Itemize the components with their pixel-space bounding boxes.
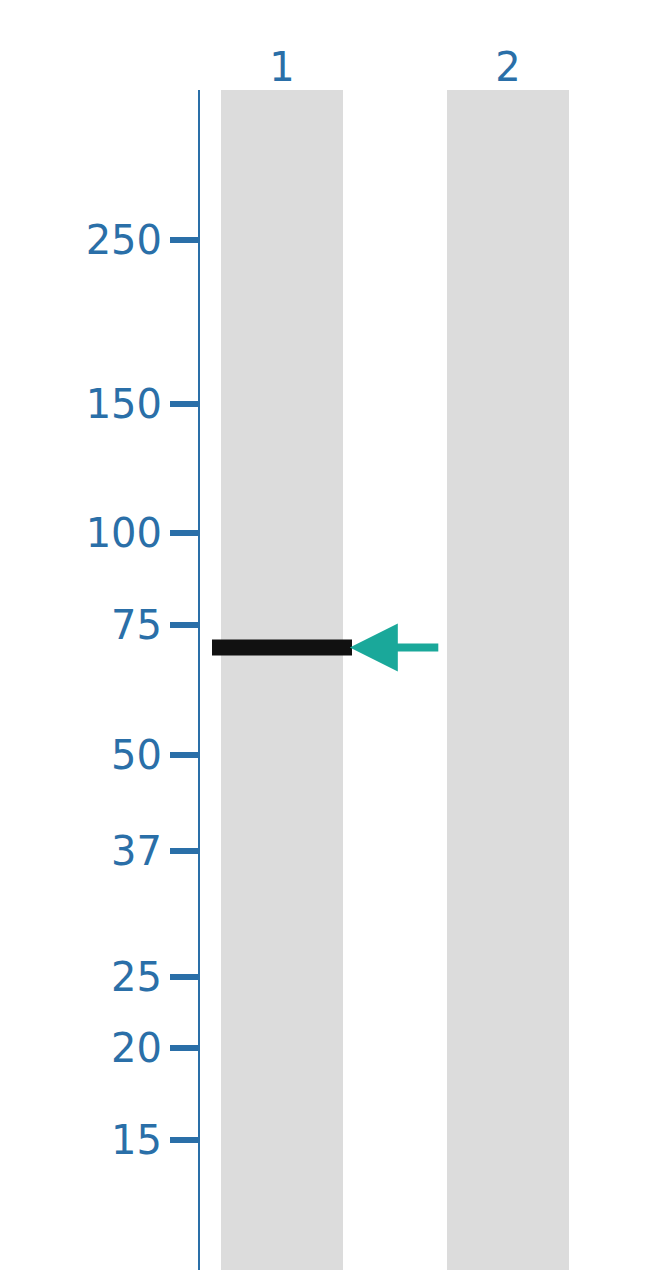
svg-text:250: 250 bbox=[86, 217, 162, 263]
svg-text:37: 37 bbox=[111, 828, 162, 874]
svg-text:25: 25 bbox=[111, 954, 162, 1000]
svg-text:15: 15 bbox=[111, 1117, 162, 1163]
svg-text:2: 2 bbox=[495, 44, 520, 90]
svg-text:100: 100 bbox=[86, 510, 162, 556]
svg-text:150: 150 bbox=[86, 381, 162, 427]
svg-text:50: 50 bbox=[111, 732, 162, 778]
svg-text:1: 1 bbox=[269, 44, 294, 90]
svg-text:20: 20 bbox=[111, 1025, 162, 1071]
svg-text:75: 75 bbox=[111, 602, 162, 648]
